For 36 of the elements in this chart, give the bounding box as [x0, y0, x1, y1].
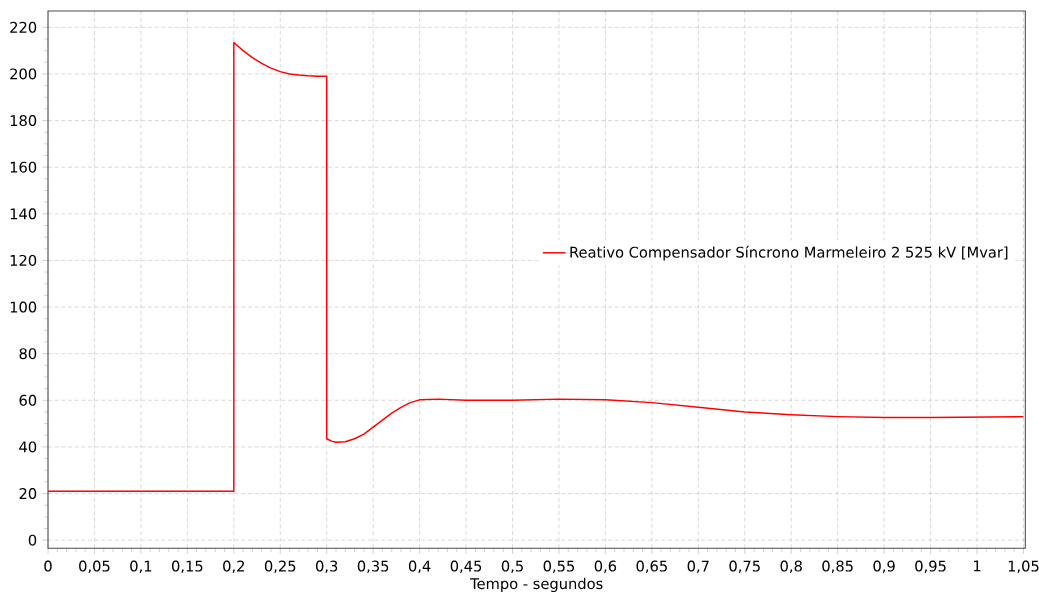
- x-tick-label: 0,95: [915, 560, 946, 574]
- y-tick-label: 200: [10, 68, 37, 80]
- y-tick-label: 80: [19, 348, 37, 360]
- y-tick-label: 160: [10, 161, 37, 173]
- legend-label: Reativo Compensador Síncrono Marmeleiro 2 525 kV [Mvar]: [570, 245, 1008, 261]
- x-tick-label: 0,15: [172, 560, 203, 574]
- y-tick-label: 0: [28, 534, 37, 546]
- x-tick-label: 0,75: [729, 560, 760, 574]
- y-tick-label: 60: [19, 394, 37, 406]
- y-tick-label: 20: [19, 488, 37, 500]
- x-tick-label: 1: [973, 560, 981, 572]
- y-tick-label: 120: [10, 254, 37, 266]
- x-tick-label: 0,45: [450, 560, 482, 574]
- x-tick-label: 0,3: [316, 560, 338, 574]
- x-tick-label: 0: [44, 560, 52, 572]
- x-axis-title: Tempo - segundos: [470, 577, 603, 592]
- y-tick-label: 220: [10, 21, 37, 33]
- x-tick-label: 0,35: [357, 560, 389, 574]
- y-tick-label: 180: [10, 115, 37, 127]
- y-tick-label: 140: [10, 208, 37, 220]
- y-tick-label: 40: [19, 441, 37, 453]
- x-tick-label: 0,25: [264, 560, 296, 574]
- x-tick-label: 0,7: [687, 560, 709, 574]
- y-tick-label: 100: [10, 301, 37, 313]
- x-tick-label: 1,05: [1008, 560, 1039, 574]
- x-tick-label: 0,55: [543, 560, 575, 574]
- x-tick-label: 0,4: [408, 560, 431, 574]
- x-tick-label: 0,8: [780, 560, 802, 574]
- x-tick-label: 0,9: [873, 560, 895, 574]
- x-tick-label: 0,65: [636, 560, 667, 574]
- x-tick-label: 0,6: [594, 560, 617, 574]
- x-tick-label: 0,1: [130, 560, 152, 574]
- x-tick-label: 0,05: [79, 560, 110, 574]
- x-tick-label: 0,2: [223, 560, 245, 574]
- x-tick-label: 0,5: [501, 560, 523, 574]
- x-tick-label: 0,85: [822, 560, 853, 574]
